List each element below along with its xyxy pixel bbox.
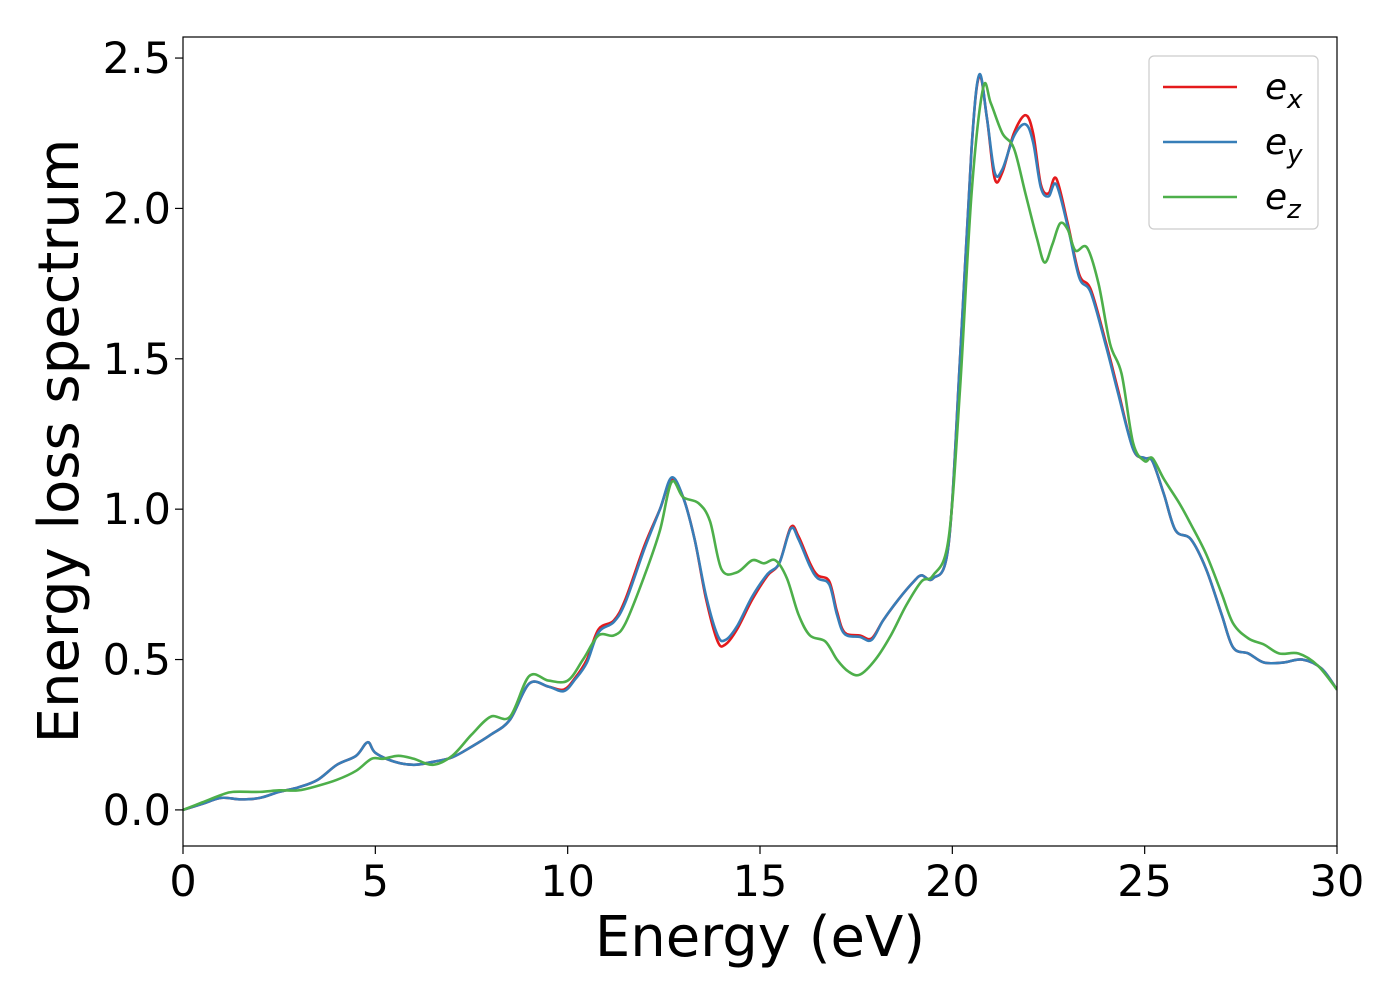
legend-label-base: e xyxy=(1265,177,1287,218)
x-tick-label: 10 xyxy=(540,857,595,907)
legend-label-subscript: y xyxy=(1286,140,1303,170)
x-tick-label: 5 xyxy=(362,857,389,907)
legend-label-e_x: ex xyxy=(1265,67,1303,115)
y-axis: 0.0 0.5 1.0 1.5 2.0 2.5 xyxy=(103,34,183,836)
legend-label-base: e xyxy=(1265,122,1287,163)
legend-label-subscript: x xyxy=(1286,85,1303,115)
series-line-e_y xyxy=(183,73,1337,812)
legend-label-subscript: z xyxy=(1286,195,1302,225)
y-axis-label: Energy loss spectrum xyxy=(27,139,92,744)
y-tick-label: 1.5 xyxy=(103,335,171,385)
x-tick-label: 0 xyxy=(169,857,196,907)
x-axis-label: Energy (eV) xyxy=(595,905,925,970)
x-tick-label: 20 xyxy=(925,857,980,907)
x-axis: 0 5 10 15 20 25 30 xyxy=(169,846,1364,907)
series-line-e_z xyxy=(183,81,1337,812)
series-layer xyxy=(183,73,1337,812)
legend-label-base: e xyxy=(1265,67,1287,108)
y-tick-label: 0.0 xyxy=(103,786,171,836)
y-tick-label: 2.0 xyxy=(103,184,171,234)
y-tick-label: 0.5 xyxy=(103,636,171,686)
legend-label-e_y: ey xyxy=(1265,122,1303,170)
legend-label-e_z: ez xyxy=(1265,177,1302,225)
x-tick-label: 15 xyxy=(733,857,788,907)
x-tick-label: 25 xyxy=(1117,857,1172,907)
y-tick-label: 2.5 xyxy=(103,34,171,84)
y-tick-label: 1.0 xyxy=(103,485,171,535)
x-tick-label: 30 xyxy=(1310,857,1365,907)
